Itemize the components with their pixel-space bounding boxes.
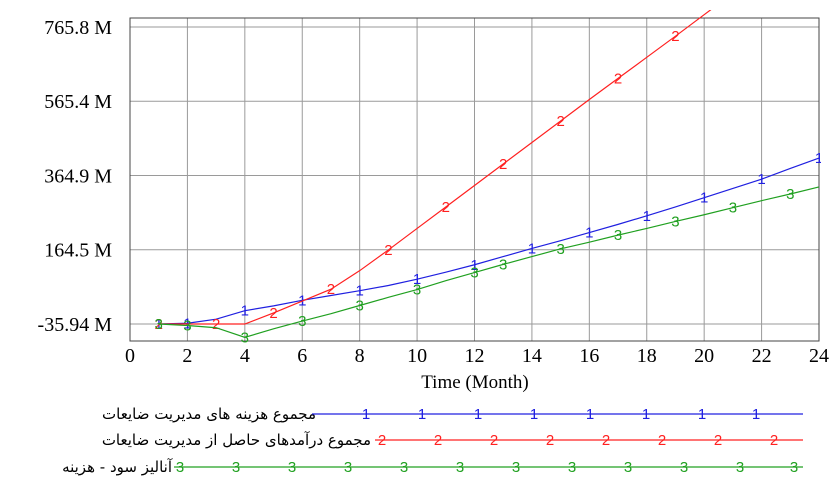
- data-point-marker: 2: [327, 281, 335, 298]
- series-line: [158, 157, 820, 325]
- x-tick-label: 4: [240, 345, 250, 367]
- data-point-marker: 1: [528, 240, 536, 257]
- series-line: [158, 10, 712, 325]
- legend-marker: 3: [456, 459, 464, 476]
- y-tick-label: 164.5 M: [44, 240, 112, 262]
- legend-label: مجموع هزینه های مدیریت ضایعات: [102, 405, 316, 423]
- x-tick-label: 18: [637, 345, 657, 367]
- legend-marker: 1: [362, 406, 370, 423]
- y-tick-label: 565.4 M: [44, 91, 112, 113]
- legend-marker: 3: [680, 459, 688, 476]
- x-tick-label: 20: [694, 345, 714, 367]
- x-tick-label: 24: [809, 345, 829, 367]
- data-point-marker: 2: [614, 70, 622, 87]
- data-point-marker: 3: [298, 313, 306, 330]
- data-point-marker: 1: [815, 150, 823, 167]
- data-point-marker: 1: [757, 171, 765, 188]
- data-point-marker: 3: [355, 298, 363, 315]
- legend-marker: 3: [736, 459, 744, 476]
- plot-frame: [129, 17, 820, 342]
- data-point-marker: 3: [155, 316, 163, 333]
- legend-marker: 3: [176, 459, 184, 476]
- legend-marker: 2: [714, 432, 722, 449]
- legend-marker: 1: [530, 406, 538, 423]
- x-axis-ticks: 0 2 4 6 8 10 12 14 16 18 20 22 24: [125, 345, 829, 367]
- legend-marker: 3: [512, 459, 520, 476]
- data-point-marker: 3: [671, 213, 679, 230]
- legend-marker: 2: [770, 432, 778, 449]
- data-point-marker: 1: [700, 190, 708, 207]
- series-line: [158, 186, 820, 338]
- data-point-marker: 2: [499, 156, 507, 173]
- legend-marker: 1: [698, 406, 706, 423]
- y-tick-label: 364.9 M: [44, 166, 112, 188]
- x-tick-label: 2: [182, 345, 192, 367]
- x-tick-label: 16: [579, 345, 599, 367]
- data-point-marker: 3: [183, 318, 191, 335]
- data-point-marker: 2: [212, 316, 220, 333]
- x-tick-label: 6: [297, 345, 307, 367]
- data-point-marker: 1: [241, 303, 249, 320]
- series-2: 2222222222222: [155, 0, 737, 333]
- data-point-marker: 1: [355, 283, 363, 300]
- x-tick-label: 8: [355, 345, 365, 367]
- legend-label: آنالیز سود - هزینه: [62, 458, 173, 476]
- legend-marker: 3: [344, 459, 352, 476]
- legend-marker: 2: [378, 432, 386, 449]
- data-point-marker: 1: [470, 257, 478, 274]
- data-point-marker: 2: [384, 242, 392, 259]
- legend-marker: 3: [790, 459, 798, 476]
- data-point-marker: 2: [729, 0, 737, 2]
- x-tick-label: 10: [407, 345, 427, 367]
- grid: [129, 18, 820, 341]
- data-point-marker: 1: [643, 208, 651, 225]
- data-point-marker: 3: [413, 282, 421, 299]
- data-point-marker: 1: [413, 271, 421, 288]
- legend-marker: 2: [546, 432, 554, 449]
- data-point-marker: 3: [556, 241, 564, 258]
- y-axis-ticks: -35.94 M 164.5 M 364.9 M 565.4 M 765.8 M: [38, 17, 113, 336]
- data-point-marker: 3: [614, 227, 622, 244]
- legend-marker: 1: [752, 406, 760, 423]
- legend-marker: 2: [602, 432, 610, 449]
- series-layer: 111111111111122222222222223333333333333: [155, 0, 823, 346]
- legend-marker: 1: [474, 406, 482, 423]
- data-point-marker: 2: [671, 28, 679, 45]
- data-point-marker: 3: [499, 256, 507, 273]
- x-axis-title: Time (Month): [421, 372, 529, 393]
- legend-marker: 1: [586, 406, 594, 423]
- legend: مجموع هزینه های مدیریت ضایعات 1 1 1 1 1 1 1 1مجم…: [62, 405, 803, 476]
- data-point-marker: 3: [729, 200, 737, 217]
- legend-marker: 3: [232, 459, 240, 476]
- series-3: 3 3 3 3 3 3 3 3 3 3 3 3 3: [155, 186, 820, 346]
- legend-marker: 1: [418, 406, 426, 423]
- legend-marker: 2: [490, 432, 498, 449]
- legend-marker: 3: [288, 459, 296, 476]
- y-tick-label: 765.8 M: [44, 17, 112, 39]
- data-point-marker: 1: [585, 225, 593, 242]
- data-point-marker: 2: [442, 199, 450, 216]
- legend-marker: 2: [658, 432, 666, 449]
- data-point-marker: 3: [786, 186, 794, 203]
- legend-marker: 1: [642, 406, 650, 423]
- x-tick-label: 12: [465, 345, 485, 367]
- x-tick-label: 14: [522, 345, 542, 367]
- data-point-marker: 2: [556, 113, 564, 130]
- data-point-marker: 3: [241, 329, 249, 346]
- legend-marker: 3: [568, 459, 576, 476]
- legend-marker: 2: [434, 432, 442, 449]
- legend-entry-1: مجموع هزینه های مدیریت ضایعات 1 1 1 1 1 1 1 1: [102, 405, 803, 423]
- legend-entry-3: آنالیز سود - هزینه 3 3 3 3 3 3 3 3 3 3 3 3: [62, 458, 803, 476]
- legend-marker: 3: [400, 459, 408, 476]
- legend-entry-2: مجموع درآمدهای حاصل از مدیریت ضایعات 2 2 2 2…: [102, 431, 803, 449]
- legend-marker: 3: [624, 459, 632, 476]
- y-tick-label: -35.94 M: [38, 314, 113, 336]
- data-point-marker: 2: [269, 305, 277, 322]
- data-point-marker: 3: [470, 265, 478, 282]
- x-tick-label: 22: [752, 345, 772, 367]
- x-tick-label: 0: [125, 345, 135, 367]
- legend-label: مجموع درآمدهای حاصل از مدیریت ضایعات: [102, 431, 371, 449]
